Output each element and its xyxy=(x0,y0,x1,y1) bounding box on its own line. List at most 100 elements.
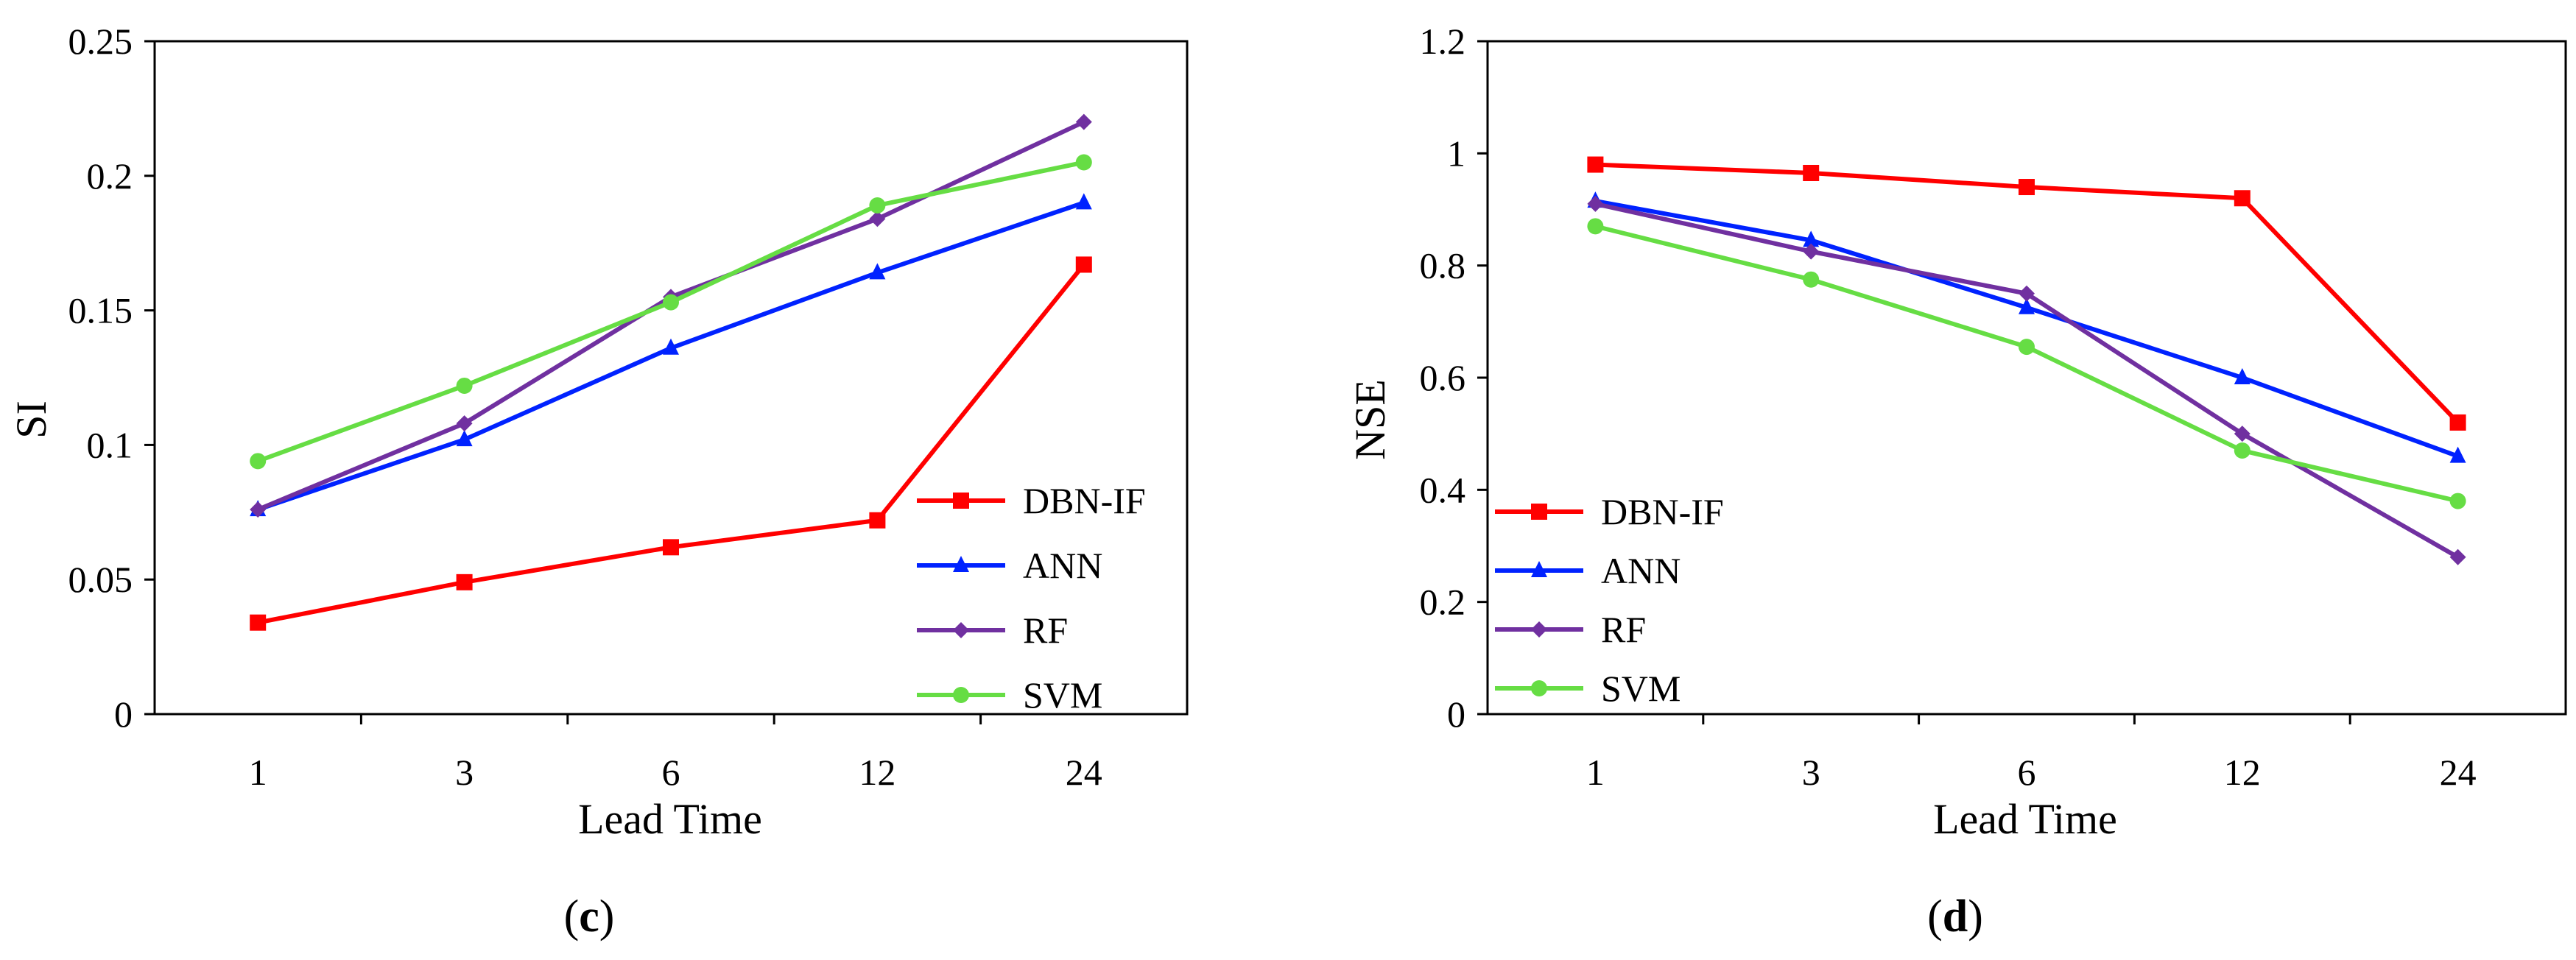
series-line-ann xyxy=(1594,199,2459,459)
legend-marker-dbn-if xyxy=(953,493,969,509)
chart-panel-c: 0 0.05 0.1 0.15 0.2 0.25 1 3 6 12 24 DBN-IF ANN RF S… xyxy=(7,21,1189,942)
x-tick-label: 6 xyxy=(662,752,680,793)
x-axis-ticks: 1 3 6 12 24 xyxy=(249,714,1102,793)
data-point-rf xyxy=(1803,243,1820,260)
data-point-rf xyxy=(1075,113,1092,130)
panel-caption-letter: d xyxy=(1943,892,1968,942)
data-point-svm xyxy=(2019,339,2035,356)
series-group xyxy=(1587,156,2466,565)
series-line-svm xyxy=(1594,224,2459,504)
legend-label-rf: RF xyxy=(1023,610,1068,651)
legend-label-svm: SVM xyxy=(1023,674,1102,716)
x-tick-label: 3 xyxy=(455,752,474,793)
legend-marker-dbn-if xyxy=(1531,504,1547,520)
legend-label-svm: SVM xyxy=(1601,668,1681,709)
data-point-ann xyxy=(2019,297,2035,314)
data-point-rf xyxy=(2019,285,2035,302)
data-point-svm xyxy=(1075,154,1092,171)
y-tick-label: 0.8 xyxy=(1420,245,1466,286)
y-axis-ticks: 0 0.2 0.4 0.6 0.8 1 1.2 xyxy=(1420,21,1488,735)
data-point-dbn-if xyxy=(869,512,886,529)
data-point-ann xyxy=(1075,193,1092,210)
data-point-rf xyxy=(869,211,886,227)
series-line-rf xyxy=(257,119,1085,512)
x-axis-ticks: 1 3 6 12 24 xyxy=(1586,714,2477,793)
legend-label-rf: RF xyxy=(1601,609,1646,650)
y-axis-label: NSE xyxy=(1346,379,1394,460)
data-point-ann xyxy=(2449,446,2466,463)
panel-caption: (c) xyxy=(564,892,615,942)
legend-label-ann: ANN xyxy=(1601,550,1681,591)
data-point-dbn-if xyxy=(663,539,679,556)
series-line-ann xyxy=(257,200,1085,512)
x-tick-label: 1 xyxy=(249,752,267,793)
plot-frame xyxy=(153,40,1189,716)
legend: DBN-IF ANN RF SVM xyxy=(917,480,1146,716)
data-point-ann xyxy=(1803,230,1820,247)
legend-marker-rf xyxy=(953,622,969,638)
data-point-rf xyxy=(456,415,473,432)
data-point-rf xyxy=(2449,548,2466,565)
chart-panel-d: 0 0.2 0.4 0.6 0.8 1 1.2 1 3 6 12 24 DBN-IF ANN RF SVM… xyxy=(1346,21,2567,942)
legend-label-dbn-if: DBN-IF xyxy=(1023,480,1146,521)
legend: DBN-IF ANN RF SVM xyxy=(1495,491,1724,709)
data-point-rf xyxy=(1587,195,1604,212)
legend-marker-rf xyxy=(1531,621,1547,638)
x-tick-label: 12 xyxy=(2224,752,2261,793)
data-point-svm xyxy=(250,453,267,470)
y-axis-label: SI xyxy=(7,400,55,439)
data-point-ann xyxy=(663,338,679,355)
y-tick-label: 0 xyxy=(1447,693,1465,735)
data-point-dbn-if xyxy=(2449,414,2466,431)
y-tick-label: 0.2 xyxy=(1420,582,1466,623)
legend-marker-ann xyxy=(1531,561,1547,577)
y-tick-label: 1.2 xyxy=(1420,21,1466,62)
legend-marker-ann xyxy=(953,556,969,572)
data-point-dbn-if xyxy=(1587,156,1604,173)
y-tick-label: 0.05 xyxy=(68,559,133,600)
x-tick-label: 1 xyxy=(1586,752,1605,793)
data-point-ann xyxy=(2234,368,2251,384)
data-point-svm xyxy=(1803,271,1820,288)
x-tick-label: 6 xyxy=(2018,752,2036,793)
legend-marker-svm xyxy=(953,687,969,703)
data-point-svm xyxy=(2234,442,2251,459)
data-point-rf xyxy=(2234,426,2251,442)
data-point-svm xyxy=(663,294,679,311)
y-tick-label: 0.1 xyxy=(87,424,133,465)
x-axis-label: Lead Time xyxy=(578,795,762,843)
data-point-svm xyxy=(869,197,886,214)
series-group xyxy=(250,113,1092,631)
legend-label-ann: ANN xyxy=(1023,545,1102,586)
x-tick-label: 24 xyxy=(2440,752,2477,793)
data-point-svm xyxy=(2449,493,2466,509)
y-tick-label: 0.25 xyxy=(68,21,133,62)
y-tick-label: 0.15 xyxy=(68,290,133,331)
data-point-dbn-if xyxy=(1075,256,1092,273)
data-point-rf xyxy=(250,501,267,518)
data-point-dbn-if xyxy=(2234,190,2251,207)
x-tick-label: 12 xyxy=(859,752,895,793)
y-tick-label: 0.4 xyxy=(1420,469,1466,510)
y-tick-label: 0 xyxy=(114,693,133,735)
x-tick-label: 24 xyxy=(1066,752,1102,793)
y-tick-label: 0.2 xyxy=(87,155,133,197)
x-axis-label: Lead Time xyxy=(1933,795,2117,843)
data-point-dbn-if xyxy=(250,614,267,631)
data-point-dbn-if xyxy=(2019,179,2035,196)
data-point-dbn-if xyxy=(456,573,473,590)
data-point-dbn-if xyxy=(1803,164,1820,181)
y-tick-label: 0.6 xyxy=(1420,357,1466,398)
data-point-ann xyxy=(456,430,473,447)
legend-label-dbn-if: DBN-IF xyxy=(1601,491,1724,532)
x-tick-label: 3 xyxy=(1802,752,1820,793)
y-axis-ticks: 0 0.05 0.1 0.15 0.2 0.25 xyxy=(68,21,155,735)
y-tick-label: 1 xyxy=(1447,133,1465,174)
data-point-ann xyxy=(869,263,886,280)
panel-caption: (d) xyxy=(1927,892,1983,942)
panel-caption-letter: c xyxy=(579,892,599,942)
plot-frame xyxy=(1486,40,2567,716)
legend-marker-svm xyxy=(1531,680,1547,696)
data-point-svm xyxy=(1587,218,1604,235)
